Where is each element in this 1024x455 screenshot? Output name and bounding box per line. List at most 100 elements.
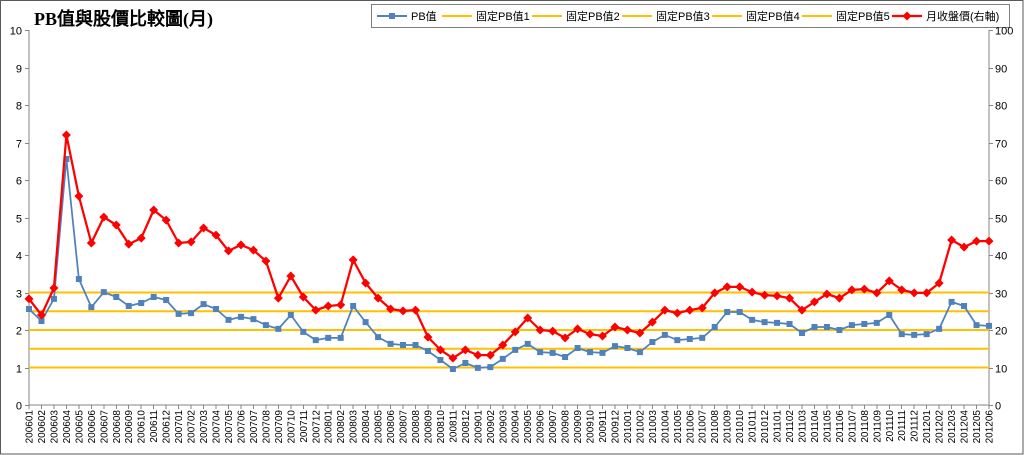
- pb-value-point: [175, 310, 182, 317]
- monthly-close-price-point: [149, 205, 159, 215]
- monthly-close-price-point: [111, 220, 121, 230]
- x-axis-tick-label: 201006: [685, 410, 696, 444]
- y-axis-left-tick-label: 5: [16, 214, 22, 226]
- pb-value-point: [213, 306, 220, 312]
- pb-value-point: [562, 354, 569, 360]
- x-axis-tick-label: 200604: [62, 410, 73, 444]
- monthly-close-price-point: [710, 288, 720, 298]
- monthly-close-price-point: [24, 294, 34, 304]
- monthly-close-price-point: [398, 306, 408, 316]
- pb-value-point: [487, 364, 494, 371]
- monthly-close-price-point: [548, 326, 558, 336]
- x-axis-tick-label: 200911: [598, 410, 609, 443]
- pb-value-point: [325, 334, 332, 341]
- pb-value-point: [262, 322, 269, 329]
- y-axis-left-tick-label: 2: [16, 326, 22, 338]
- pb-value-point: [412, 342, 419, 348]
- pb-value-point: [761, 319, 768, 326]
- monthly-close-price-point: [223, 246, 233, 256]
- y-axis-left-tick-label: 1: [16, 364, 22, 376]
- monthly-close-price-point: [136, 233, 146, 243]
- pb-value-point: [474, 364, 481, 371]
- pb-value-point: [537, 349, 544, 356]
- pb-value-point: [26, 306, 32, 312]
- pb-value-point: [75, 276, 82, 282]
- monthly-close-price-point: [622, 325, 632, 335]
- y-axis-right-tick-label: 20: [995, 326, 1007, 338]
- x-axis-tick-label: 200610: [137, 410, 148, 444]
- x-axis-tick-label: 200810: [436, 410, 447, 444]
- monthly-close-price-point: [86, 238, 96, 248]
- pb-value-point: [736, 309, 743, 315]
- x-axis-tick-label: 200712: [311, 410, 322, 444]
- x-axis-tick-label: 200611: [149, 410, 160, 443]
- pb-value-point: [150, 294, 157, 300]
- pb-value-point: [524, 340, 531, 347]
- pb-value-point: [424, 348, 431, 354]
- monthly-close-price-point: [884, 276, 894, 286]
- monthly-close-price-point: [386, 304, 396, 314]
- pb-value-point: [125, 303, 132, 309]
- pb-value-point: [861, 321, 868, 327]
- x-axis-tick-label: 201106: [835, 410, 846, 443]
- pb-value-point: [836, 327, 843, 333]
- pb-value-point: [237, 313, 244, 320]
- y-axis-right-tick-label: 100: [995, 26, 1013, 38]
- pb-value-point: [724, 309, 731, 315]
- monthly-close-price-point: [772, 291, 782, 301]
- y-axis-right-tick-label: 30: [995, 289, 1007, 301]
- monthly-close-price-point: [972, 236, 982, 246]
- x-axis-tick-label: 201203: [947, 410, 958, 444]
- x-axis-tick-label: 201108: [860, 410, 871, 443]
- monthly-close-price-point: [373, 293, 383, 303]
- monthly-close-price-point: [261, 256, 271, 266]
- pb-value-point: [138, 300, 145, 306]
- x-axis-tick-label: 200603: [49, 410, 60, 444]
- x-axis-tick-label: 201010: [735, 410, 746, 444]
- x-axis-tick-label: 200805: [374, 410, 385, 444]
- x-axis-tick-label: 201008: [710, 410, 721, 444]
- x-axis-tick-label: 200905: [523, 410, 534, 444]
- monthly-close-price-point: [685, 305, 695, 315]
- pb-value-point: [512, 346, 519, 353]
- monthly-close-price-point: [585, 329, 595, 339]
- x-axis-tick-label: 200602: [37, 410, 48, 444]
- monthly-close-price-point: [672, 308, 682, 318]
- x-axis-tick-label: 200607: [99, 410, 110, 444]
- monthly-close-price-point: [448, 353, 458, 363]
- pb-value-point: [749, 316, 756, 323]
- pb-value-point: [649, 339, 656, 345]
- pb-value-point: [674, 337, 681, 344]
- x-axis-tick-label: 200801: [324, 410, 335, 444]
- monthly-close-price-point: [697, 303, 707, 313]
- monthly-close-price-point: [947, 235, 957, 245]
- pb-value-point: [400, 342, 407, 348]
- x-axis-tick-label: 201012: [760, 410, 771, 444]
- x-axis-tick-label: 201105: [822, 410, 833, 443]
- monthly-close-price-point: [423, 332, 433, 342]
- x-axis-tick-label: 200802: [336, 410, 347, 444]
- monthly-close-price-point: [573, 324, 583, 334]
- y-axis-left-tick-label: 9: [16, 64, 22, 76]
- x-axis-tick-label: 201004: [660, 410, 671, 444]
- pb-value-point: [200, 301, 207, 308]
- pb-value-point: [936, 325, 943, 332]
- legend-item-fixed-pb-2: 固定PB值2: [532, 9, 620, 23]
- pb-value-point: [275, 325, 282, 332]
- pb-value-point: [898, 331, 905, 338]
- x-axis-tick-label: 200709: [274, 410, 285, 444]
- monthly-close-price-point: [323, 301, 333, 311]
- legend-label: 固定PB值4: [746, 9, 800, 23]
- pb-value-point: [587, 349, 594, 356]
- chart-title: PB值與股價比較圖(月): [34, 8, 213, 30]
- x-axis-tick-label: 201111: [897, 410, 908, 442]
- pb-value-point: [986, 322, 992, 329]
- x-axis-tick-label: 200612: [162, 410, 173, 444]
- pb-value-point: [611, 343, 618, 350]
- pb-value-point: [113, 294, 120, 300]
- monthly-close-price-point: [273, 293, 283, 303]
- x-axis-tick-label: 200808: [411, 410, 422, 444]
